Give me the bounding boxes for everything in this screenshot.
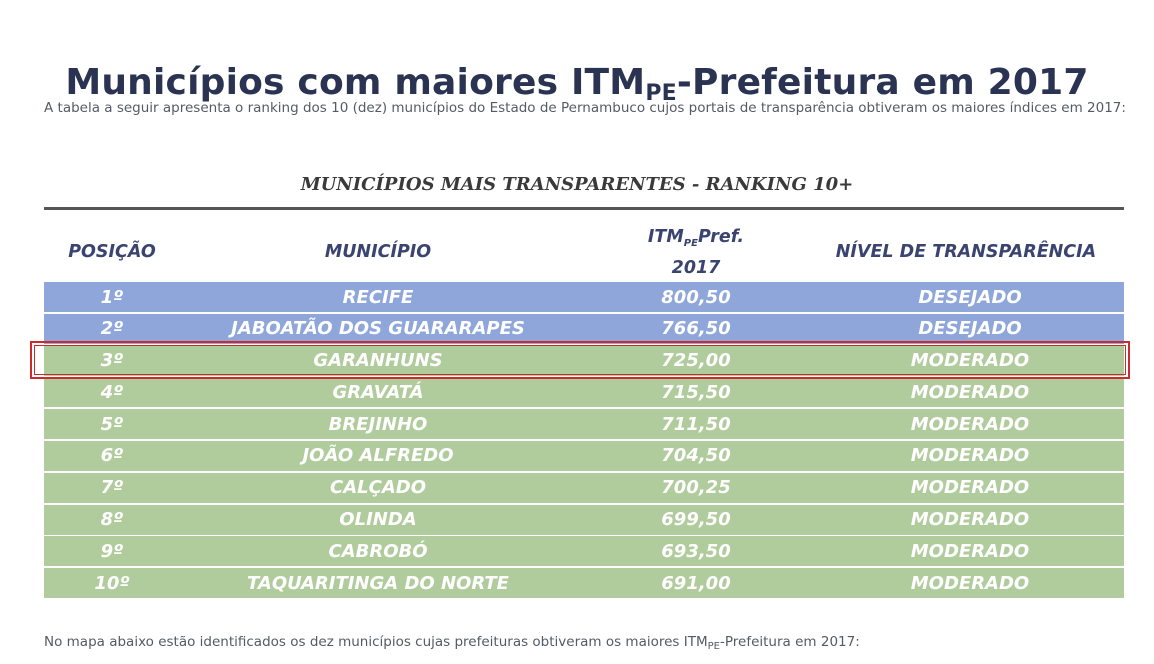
cell-posicao: 7º: [100, 477, 124, 499]
cell-posicao: 1º: [100, 286, 124, 308]
cell-nivel: MODERADO: [910, 381, 1030, 403]
header-posicao: POSIÇÃO: [68, 242, 156, 262]
cell-itm: 704,50: [661, 445, 731, 467]
cell-posicao: 9º: [100, 540, 124, 562]
cell-municipio: CABROBÓ: [328, 540, 428, 562]
header-itm: ITMPEPref. 2017: [576, 224, 816, 280]
cell-municipio: CALÇADO: [330, 477, 426, 499]
cell-posicao: 5º: [100, 413, 124, 435]
cell-municipio: OLINDA: [339, 509, 417, 531]
highlight-box-garanhuns: [30, 341, 1130, 379]
cell-posicao: 3º: [100, 350, 124, 372]
cell-itm: 700,25: [661, 477, 731, 499]
table-row: 1º RECIFE 800,50 DESEJADO: [44, 282, 1124, 312]
table-row: 5º BREJINHO 711,50 MODERADO: [44, 409, 1124, 440]
header-itm-year: 2017: [671, 257, 721, 278]
table-row: 4º GRAVATÁ 715,50 MODERADO: [44, 377, 1124, 408]
table-top-rule: [44, 207, 1124, 210]
cell-municipio: BREJINHO: [328, 413, 428, 435]
cell-posicao: 8º: [100, 509, 124, 531]
intro-text: A tabela a seguir apresenta o ranking do…: [44, 100, 1126, 116]
header-itm-label: ITMPEPref.: [647, 226, 745, 249]
header-municipio: MUNICÍPIO: [324, 242, 432, 262]
cell-nivel: MODERADO: [910, 477, 1030, 499]
table-row: 7º CALÇADO 700,25 MODERADO: [44, 472, 1124, 503]
cell-itm: 699,50: [661, 509, 731, 531]
cell-itm: 715,50: [661, 381, 731, 403]
page-title: Municípios com maiores ITMPE-Prefeitura …: [65, 62, 1089, 107]
cell-nivel: DESEJADO: [918, 286, 1022, 308]
cell-nivel: MODERADO: [910, 350, 1030, 372]
cell-municipio: GARANHUNS: [313, 350, 443, 372]
cell-nivel: MODERADO: [910, 445, 1030, 467]
cell-itm: 766,50: [661, 318, 731, 340]
cell-municipio: GRAVATÁ: [332, 381, 424, 403]
cell-itm: 711,50: [661, 413, 731, 435]
cell-nivel: MODERADO: [910, 572, 1030, 594]
cell-posicao: 4º: [100, 381, 124, 403]
cell-municipio: JOÃO ALFREDO: [302, 445, 454, 467]
table-row: 3º GARANHUNS 725,00 MODERADO: [44, 345, 1124, 376]
cell-municipio: JABOATÃO DOS GUARARAPES: [231, 318, 525, 340]
cell-nivel: DESEJADO: [918, 318, 1022, 340]
cell-municipio: TAQUARITINGA DO NORTE: [247, 572, 509, 594]
cell-nivel: MODERADO: [910, 413, 1030, 435]
cell-itm: 800,50: [661, 286, 731, 308]
cell-nivel: MODERADO: [910, 509, 1030, 531]
cell-posicao: 6º: [100, 445, 124, 467]
ranking-table-body: 1º RECIFE 800,50 DESEJADO 2º JABOATÃO DOS GUA…: [44, 282, 1124, 600]
cell-municipio: RECIFE: [342, 286, 414, 308]
footnote-text: No mapa abaixo estão identificados os de…: [44, 634, 860, 652]
cell-posicao: 2º: [100, 318, 124, 340]
table-row: 6º JOÃO ALFREDO 704,50 MODERADO: [44, 440, 1124, 471]
table-title: MUNICÍPIOS MAIS TRANSPARENTES - RANKING …: [300, 174, 854, 195]
cell-itm: 725,00: [661, 350, 731, 372]
header-nivel: NÍVEL DE TRANSPARÊNCIA: [835, 242, 1097, 262]
cell-posicao: 10º: [94, 572, 130, 594]
table-row: 8º OLINDA 699,50 MODERADO: [44, 504, 1124, 535]
cell-itm: 693,50: [661, 540, 731, 562]
table-row: 2º JABOATÃO DOS GUARARAPES 766,50 DESEJADO: [44, 313, 1124, 344]
cell-nivel: MODERADO: [910, 540, 1030, 562]
table-row: 10º TAQUARITINGA DO NORTE 691,00 MODERADO: [44, 568, 1124, 599]
table-row: 9º CABROBÓ 693,50 MODERADO: [44, 536, 1124, 567]
cell-itm: 691,00: [661, 572, 731, 594]
